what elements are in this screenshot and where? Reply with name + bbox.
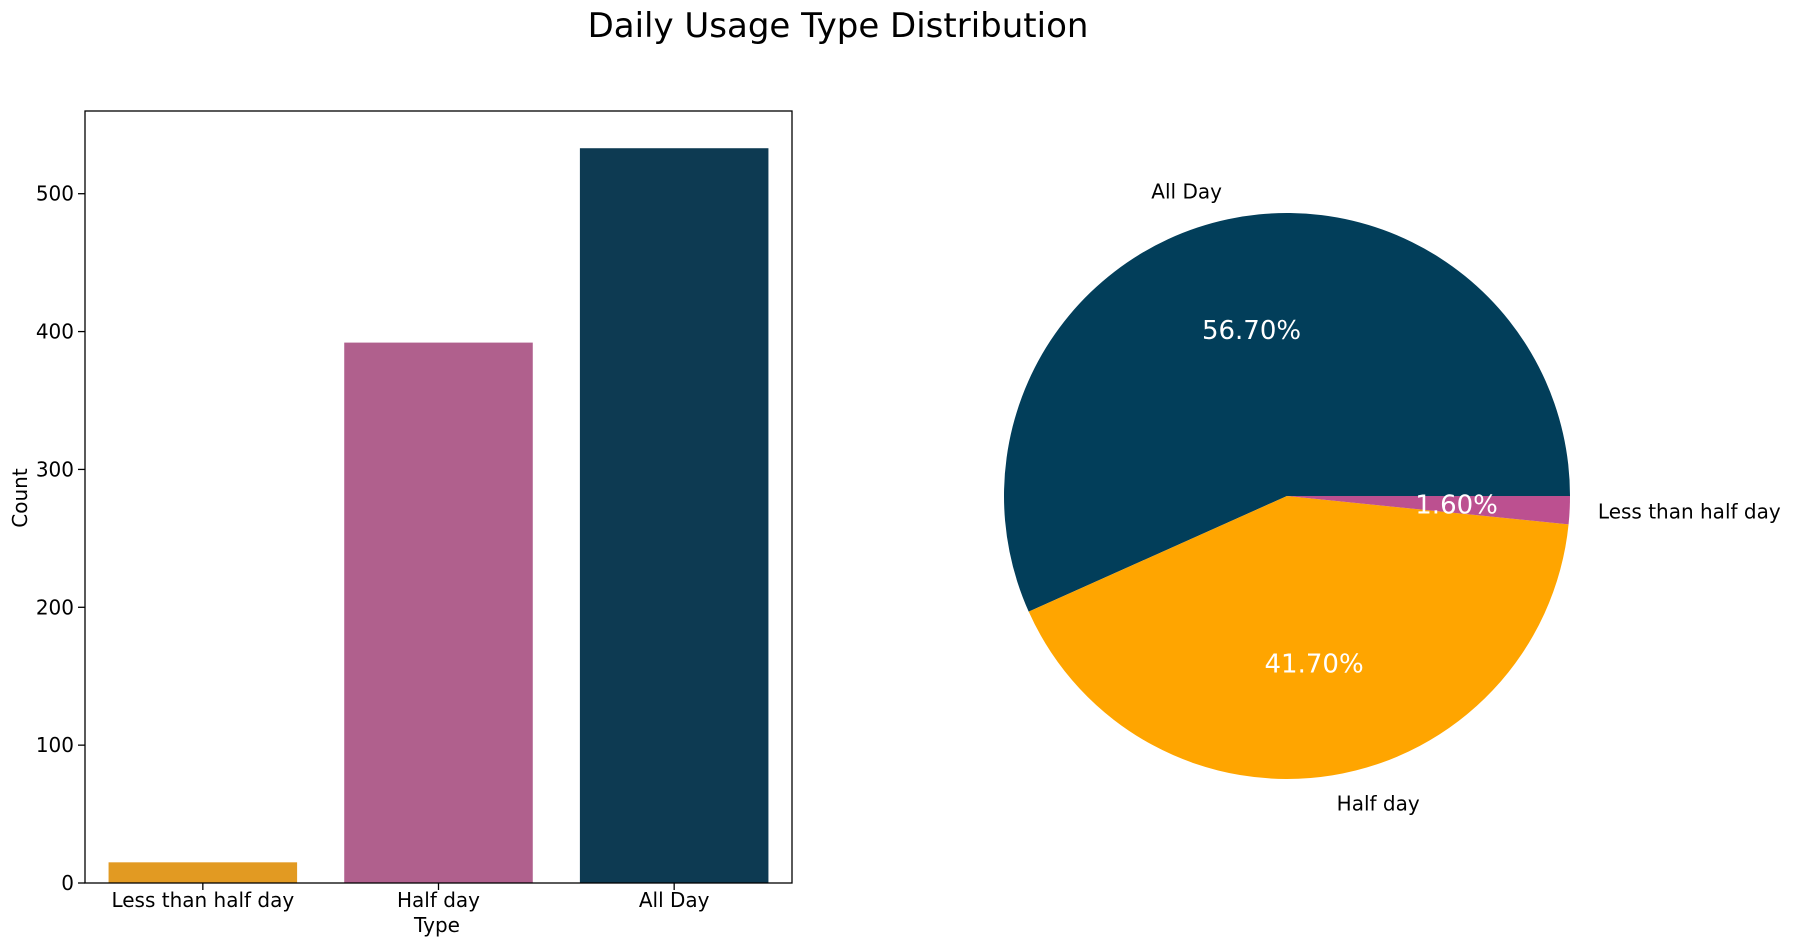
bar-y-ticks: 0 100 200 300 400 500 [36, 182, 85, 895]
y-tick-label: 0 [61, 871, 74, 895]
y-tick-label: 200 [36, 595, 74, 619]
pie-chart: All Day Half day Less than half day 56.70%… [1003, 180, 1781, 816]
x-tick-label: Half day [397, 888, 480, 912]
bar-x-ticks: Less than half day Half day All Day [111, 883, 710, 912]
pie-percent-labels: 56.70% 41.70% 1.60% [1202, 316, 1498, 680]
x-tick-label: Less than half day [111, 888, 294, 912]
bar-half-day [344, 342, 533, 884]
y-tick-label: 300 [36, 457, 74, 481]
pie-label-less-than-half-day: Less than half day [1598, 500, 1781, 524]
bar-chart: 0 100 200 300 400 500 Less than half day Half … [8, 110, 793, 937]
y-tick-label: 500 [36, 182, 74, 206]
pie-percent-half-day: 41.70% [1265, 650, 1364, 680]
y-tick-label: 100 [36, 733, 74, 757]
pie-labels: All Day Half day Less than half day [1151, 180, 1781, 816]
pie-slice-less-than-half-day [1287, 496, 1570, 525]
pie-slices [1003, 213, 1570, 780]
bar-x-axis-label: Type [413, 913, 460, 937]
pie-percent-less-than-half-day: 1.60% [1415, 491, 1498, 521]
bar-all-day [579, 148, 769, 883]
pie-slice-half-day [1028, 496, 1569, 780]
pie-label-half-day: Half day [1337, 791, 1420, 815]
figure-title: Daily Usage Type Distribution [588, 6, 1089, 46]
y-tick-label: 400 [36, 320, 74, 344]
bar-y-axis-label: Count [8, 468, 32, 528]
pie-slice-all-day [1003, 213, 1570, 612]
bar-less-than-half-day [108, 862, 298, 883]
x-tick-label: All Day [639, 888, 710, 912]
pie-percent-all-day: 56.70% [1202, 316, 1301, 346]
pie-label-all-day: All Day [1151, 180, 1222, 204]
bar-marks [108, 148, 769, 884]
